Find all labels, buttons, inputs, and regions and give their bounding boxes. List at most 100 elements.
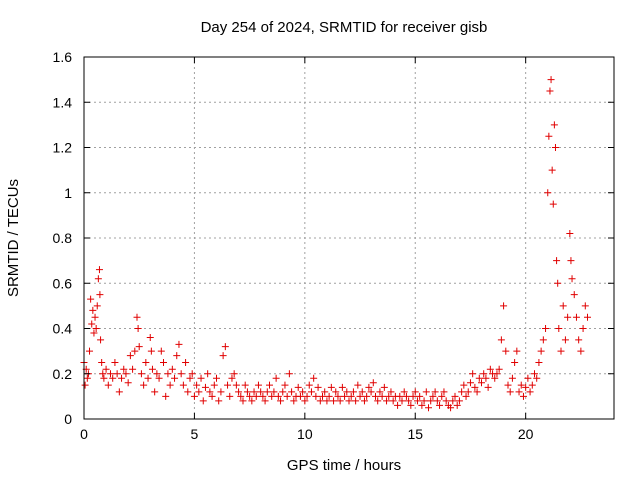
data-point bbox=[513, 347, 521, 355]
data-point bbox=[263, 388, 271, 396]
data-point bbox=[482, 374, 490, 382]
y-tick-label: 0 bbox=[64, 411, 72, 427]
data-point bbox=[226, 392, 234, 400]
data-point bbox=[358, 388, 366, 396]
data-point bbox=[86, 347, 94, 355]
data-point bbox=[413, 397, 421, 405]
data-point bbox=[544, 189, 552, 197]
data-point bbox=[312, 392, 320, 400]
y-tick-label: 0.2 bbox=[53, 366, 73, 382]
data-point bbox=[567, 257, 575, 265]
data-point bbox=[553, 257, 561, 265]
data-point bbox=[378, 392, 386, 400]
data-point bbox=[363, 392, 371, 400]
data-point bbox=[398, 397, 406, 405]
data-point bbox=[347, 392, 355, 400]
data-point bbox=[528, 381, 536, 389]
data-point bbox=[546, 87, 554, 95]
data-point bbox=[458, 388, 466, 396]
data-point bbox=[288, 388, 296, 396]
y-tick-label: 0.6 bbox=[53, 275, 73, 291]
x-tick-label: 15 bbox=[407, 426, 423, 442]
data-point bbox=[360, 397, 368, 405]
data-point bbox=[182, 358, 190, 366]
data-point bbox=[533, 374, 541, 382]
data-point bbox=[104, 381, 112, 389]
data-point bbox=[237, 392, 245, 400]
data-point bbox=[213, 374, 220, 382]
y-tick-label: 0.8 bbox=[53, 230, 73, 246]
data-point bbox=[429, 392, 437, 400]
data-point bbox=[407, 401, 415, 409]
data-point bbox=[506, 388, 514, 396]
data-point bbox=[372, 392, 379, 400]
data-point bbox=[575, 336, 583, 344]
data-point bbox=[254, 381, 262, 389]
data-point bbox=[230, 370, 238, 378]
data-point bbox=[248, 397, 256, 405]
data-point bbox=[228, 374, 236, 382]
data-point bbox=[453, 401, 461, 409]
data-point bbox=[184, 388, 192, 396]
data-point bbox=[471, 383, 479, 391]
data-point bbox=[385, 392, 393, 400]
data-point bbox=[259, 392, 267, 400]
data-point bbox=[243, 388, 251, 396]
data-point bbox=[422, 388, 430, 396]
data-point bbox=[327, 383, 335, 391]
data-point bbox=[526, 388, 534, 396]
data-point bbox=[206, 388, 214, 396]
data-point bbox=[94, 275, 102, 283]
data-point bbox=[157, 347, 165, 355]
grid-lines bbox=[84, 57, 614, 419]
data-point bbox=[109, 374, 117, 382]
data-point bbox=[524, 374, 532, 382]
data-point bbox=[484, 383, 492, 391]
data-points bbox=[80, 76, 591, 412]
data-point bbox=[460, 381, 468, 389]
data-point bbox=[531, 370, 538, 378]
data-point bbox=[81, 381, 89, 389]
tick-labels: 0 5 10 15 20 0 0.2 0.4 0.6 0.8 1 1.2 1.4 1.6 bbox=[53, 49, 534, 442]
data-point bbox=[162, 392, 170, 400]
data-point bbox=[319, 392, 326, 400]
data-point bbox=[440, 388, 448, 396]
data-point bbox=[330, 397, 338, 405]
data-point bbox=[89, 306, 97, 314]
data-point bbox=[133, 313, 141, 321]
data-point bbox=[92, 325, 100, 332]
data-point bbox=[199, 397, 207, 405]
data-point bbox=[542, 325, 550, 332]
data-point bbox=[400, 388, 408, 396]
data-point bbox=[235, 388, 243, 396]
data-point bbox=[131, 347, 139, 355]
data-point bbox=[241, 381, 249, 389]
data-point bbox=[160, 358, 167, 366]
data-point bbox=[113, 370, 121, 378]
data-point bbox=[148, 365, 156, 373]
data-point bbox=[307, 388, 315, 396]
y-tick-label: 1.6 bbox=[53, 49, 73, 65]
data-point bbox=[83, 374, 91, 382]
data-point bbox=[294, 383, 302, 391]
data-point bbox=[88, 320, 96, 328]
data-point bbox=[91, 313, 99, 321]
data-point bbox=[451, 392, 459, 400]
data-point bbox=[210, 381, 218, 389]
data-point bbox=[164, 370, 172, 378]
data-point bbox=[365, 383, 373, 391]
data-point bbox=[343, 388, 351, 396]
data-point bbox=[502, 347, 510, 355]
data-point bbox=[455, 397, 463, 405]
data-point bbox=[290, 397, 298, 405]
data-point bbox=[270, 388, 278, 396]
data-point bbox=[179, 381, 187, 389]
data-point bbox=[151, 388, 159, 396]
data-point bbox=[93, 302, 101, 310]
data-point bbox=[303, 392, 311, 400]
data-point bbox=[155, 374, 163, 382]
data-point bbox=[486, 365, 494, 373]
data-point bbox=[572, 313, 580, 321]
data-point bbox=[316, 397, 324, 405]
data-point bbox=[336, 397, 344, 405]
